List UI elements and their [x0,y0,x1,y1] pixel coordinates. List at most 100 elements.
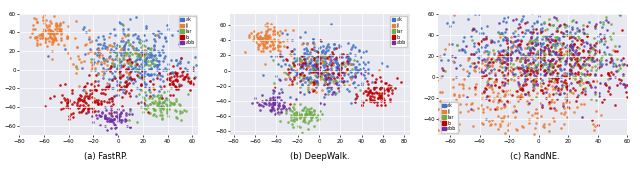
Point [117,96,127,99]
Point [88,58,98,60]
Point [466,103,476,105]
Point [516,95,527,98]
Point [284,70,294,73]
Point [504,89,515,91]
Point [569,55,579,57]
Point [268,92,278,95]
Point [268,96,278,98]
Point [481,38,492,41]
Point [518,84,528,87]
Point [506,40,516,43]
Point [164,77,174,80]
Point [189,44,200,47]
Point [122,124,132,127]
Point [269,101,279,103]
Point [343,55,353,57]
Point [47,31,57,33]
Point [314,68,324,71]
Point [564,73,575,76]
Point [515,86,525,88]
Point [477,59,487,62]
Point [308,42,318,44]
Point [497,80,508,83]
Point [420,26,431,29]
Point [148,55,159,57]
Point [257,94,268,97]
Point [169,75,179,78]
Point [264,28,275,30]
Point [107,45,117,48]
Point [108,103,118,105]
Point [129,67,139,70]
Point [118,49,129,52]
Point [113,71,124,74]
Point [627,84,637,87]
Point [568,76,579,79]
Point [523,59,533,62]
Point [578,28,588,30]
Point [273,39,283,41]
Point [300,63,310,66]
Point [473,107,483,109]
Point [332,82,342,84]
Point [506,47,516,50]
Point [486,57,496,60]
Point [574,37,584,40]
Point [362,91,372,94]
Point [523,52,533,55]
Point [531,21,541,23]
Point [522,100,532,102]
Point [104,50,115,53]
Point [543,68,553,71]
Point [469,42,479,44]
Point [294,35,305,38]
Point [38,16,48,18]
Point [106,105,116,108]
Point [543,84,553,86]
Point [513,100,523,103]
Point [79,99,89,102]
Point [613,68,623,71]
Point [284,72,294,75]
Point [81,102,92,105]
Point [47,31,57,34]
Point [29,36,40,39]
Point [586,58,596,61]
Point [535,48,545,51]
Point [256,42,266,45]
Point [499,95,509,97]
Point [568,28,578,30]
Point [524,102,534,105]
Point [329,43,339,46]
Point [88,100,99,103]
Point [330,82,340,85]
Point [266,38,276,41]
Point [102,117,113,120]
Point [554,58,564,61]
Point [177,84,187,87]
Point [258,105,268,107]
Point [451,67,461,70]
Point [301,76,311,79]
Point [316,75,326,77]
Point [608,32,618,34]
Point [273,104,284,106]
Point [553,63,563,66]
Point [520,58,530,61]
Point [136,76,147,79]
Point [363,93,373,96]
Point [97,88,108,90]
Point [51,22,61,25]
Point [452,44,462,47]
Point [335,69,345,71]
Point [144,97,154,99]
Point [93,102,103,105]
Point [326,69,337,71]
Point [297,42,307,45]
Point [478,111,488,114]
Point [554,49,564,52]
Point [275,30,285,32]
Point [508,41,518,43]
Point [117,47,127,50]
Point [482,58,492,60]
